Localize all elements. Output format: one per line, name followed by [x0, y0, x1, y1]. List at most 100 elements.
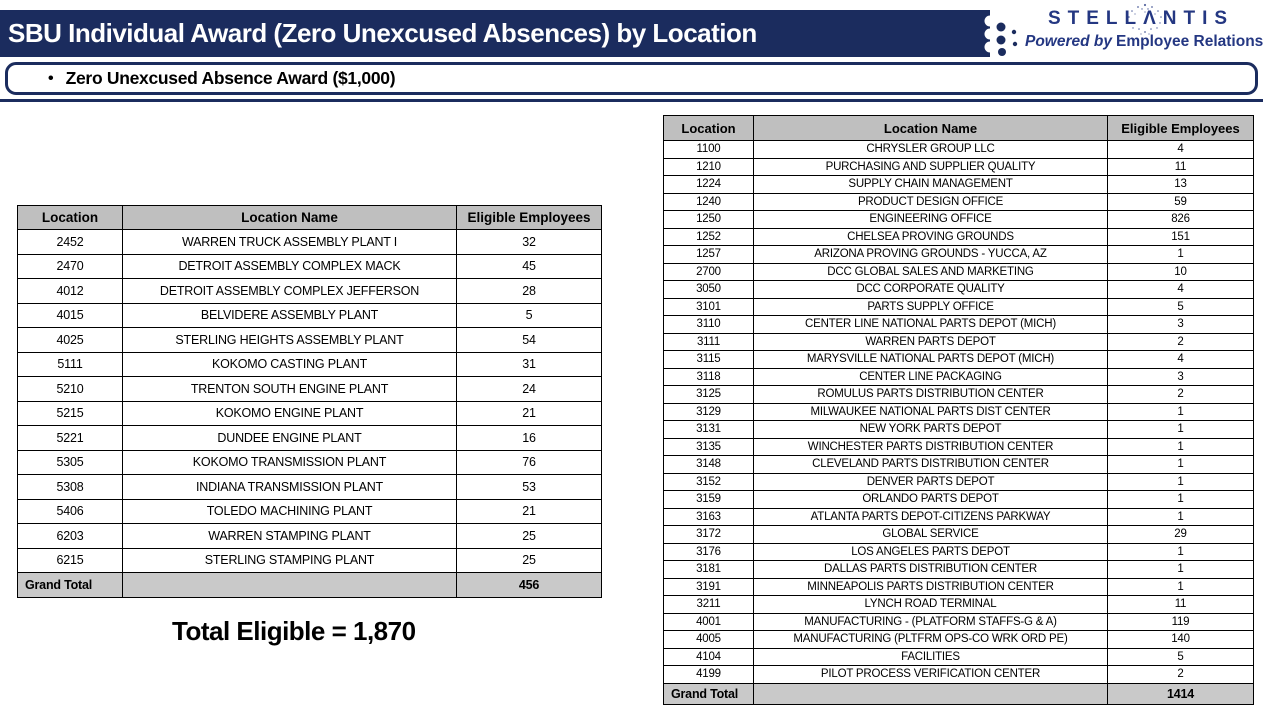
stellantis-logo: STELLΛNTIS Powered by Employee Relations — [1025, 3, 1263, 51]
location-cell: 3115 — [663, 350, 754, 369]
location-cell: 4001 — [663, 612, 754, 631]
eligible-count-cell: 1 — [1107, 560, 1254, 579]
eligible-count-cell: 2 — [1107, 332, 1254, 351]
location-name-cell: BELVIDERE ASSEMBLY PLANT — [122, 302, 457, 328]
grand-total-label: Grand Total — [663, 682, 754, 705]
table-row: 3110 CENTER LINE NATIONAL PARTS DEPOT (MI… — [663, 315, 1254, 334]
table-row: 3050 DCC CORPORATE QUALITY 4 — [663, 280, 1254, 299]
table-row: 6203 WARREN STAMPING PLANT 25 — [17, 523, 602, 549]
award-callout-box: • Zero Unexcused Absence Award ($1,000) — [5, 62, 1258, 95]
table-row: 3115 MARYSVILLE NATIONAL PARTS DEPOT (MIC… — [663, 350, 1254, 369]
header-divider-line — [0, 99, 1263, 102]
table-row: 3211 LYNCH ROAD TERMINAL 11 — [663, 595, 1254, 614]
table-row: 1224 SUPPLY CHAIN MANAGEMENT 13 — [663, 175, 1254, 194]
logo-dot-halo-icon — [1128, 3, 1162, 35]
location-cell: 4015 — [17, 302, 123, 328]
location-name-cell: LOS ANGELES PARTS DEPOT — [753, 542, 1108, 561]
eligible-count-cell: 32 — [456, 229, 602, 255]
eligible-count-cell: 25 — [456, 547, 602, 573]
location-name-cell: STERLING STAMPING PLANT — [122, 547, 457, 573]
table-row: 1252 CHELSEA PROVING GROUNDS 151 — [663, 227, 1254, 246]
location-name-cell: CHRYSLER GROUP LLC — [753, 140, 1108, 159]
location-cell: 4005 — [663, 630, 754, 649]
location-cell: 3152 — [663, 472, 754, 491]
eligible-count-cell: 24 — [456, 376, 602, 402]
location-cell: 2700 — [663, 262, 754, 281]
table-row: 5111 KOKOMO CASTING PLANT 31 — [17, 351, 602, 377]
table-row: 3101 PARTS SUPPLY OFFICE 5 — [663, 297, 1254, 316]
location-cell: 3131 — [663, 420, 754, 439]
table-row: 4104 FACILITIES 5 — [663, 647, 1254, 666]
location-cell: 3111 — [663, 332, 754, 351]
eligible-count-cell: 5 — [1107, 647, 1254, 666]
table-row: 3176 LOS ANGELES PARTS DEPOT 1 — [663, 542, 1254, 561]
table-row: 3181 DALLAS PARTS DISTRIBUTION CENTER 1 — [663, 560, 1254, 579]
halftone-dots-decoration — [984, 15, 1018, 56]
eligible-count-cell: 21 — [456, 498, 602, 524]
table-row: 1100 CHRYSLER GROUP LLC 4 — [663, 140, 1254, 159]
location-name-cell: DCC GLOBAL SALES AND MARKETING — [753, 262, 1108, 281]
location-name-cell: MINNEAPOLIS PARTS DISTRIBUTION CENTER — [753, 577, 1108, 596]
table-row: 3118 CENTER LINE PACKAGING 3 — [663, 367, 1254, 386]
location-name-cell: LYNCH ROAD TERMINAL — [753, 595, 1108, 614]
location-cell: 3176 — [663, 542, 754, 561]
eligible-count-cell: 1 — [1107, 472, 1254, 491]
location-name-cell: MANUFACTURING (PLTFRM OPS-CO WRK ORD PE) — [753, 630, 1108, 649]
table-row: 3125 ROMULUS PARTS DISTRIBUTION CENTER 2 — [663, 385, 1254, 404]
grand-total-label: Grand Total — [17, 572, 123, 598]
table-row: 3111 WARREN PARTS DEPOT 2 — [663, 332, 1254, 351]
location-name-cell: WINCHESTER PARTS DISTRIBUTION CENTER — [753, 437, 1108, 456]
location-cell: 3211 — [663, 595, 754, 614]
table-row: 5305 KOKOMO TRANSMISSION PLANT 76 — [17, 449, 602, 475]
eligible-count-cell: 1 — [1107, 577, 1254, 596]
location-name-cell: MILWAUKEE NATIONAL PARTS DIST CENTER — [753, 402, 1108, 421]
eligible-count-cell: 11 — [1107, 595, 1254, 614]
location-name-cell: ATLANTA PARTS DEPOT-CITIZENS PARKWAY — [753, 507, 1108, 526]
eligible-count-cell: 13 — [1107, 175, 1254, 194]
table-row: 3172 GLOBAL SERVICE 29 — [663, 525, 1254, 544]
eligible-count-cell: 1 — [1107, 402, 1254, 421]
location-name-cell: CENTER LINE PACKAGING — [753, 367, 1108, 386]
location-name-cell: ARIZONA PROVING GROUNDS - YUCCA, AZ — [753, 245, 1108, 264]
table-header-row: Location Location Name Eligible Employee… — [17, 205, 602, 230]
location-cell: 1100 — [663, 140, 754, 159]
location-cell: 3181 — [663, 560, 754, 579]
table-row: 3152 DENVER PARTS DEPOT 1 — [663, 472, 1254, 491]
location-cell: 1250 — [663, 210, 754, 229]
eligible-count-cell: 31 — [456, 351, 602, 377]
eligible-count-cell: 28 — [456, 278, 602, 304]
eligible-count-cell: 25 — [456, 523, 602, 549]
location-name-cell: WARREN TRUCK ASSEMBLY PLANT I — [122, 229, 457, 255]
bullet-icon: • — [48, 69, 54, 87]
eligible-count-cell: 16 — [456, 425, 602, 451]
location-cell: 5111 — [17, 351, 123, 377]
location-name-cell: KOKOMO CASTING PLANT — [122, 351, 457, 377]
table-row: 4001 MANUFACTURING - (PLATFORM STAFFS-G &… — [663, 612, 1254, 631]
eligible-count-cell: 1 — [1107, 507, 1254, 526]
location-cell: 4012 — [17, 278, 123, 304]
location-cell: 5308 — [17, 474, 123, 500]
location-cell: 3135 — [663, 437, 754, 456]
location-name-cell: GLOBAL SERVICE — [753, 525, 1108, 544]
tagline-employee-relations: Employee Relations — [1116, 33, 1263, 50]
location-name-cell: ORLANDO PARTS DEPOT — [753, 490, 1108, 509]
table-row: 5215 KOKOMO ENGINE PLANT 21 — [17, 400, 602, 426]
grand-total-spacer — [753, 682, 1108, 705]
location-name-cell: WARREN STAMPING PLANT — [122, 523, 457, 549]
table-row: 4199 PILOT PROCESS VERIFICATION CENTER 2 — [663, 665, 1254, 684]
location-name-cell: DENVER PARTS DEPOT — [753, 472, 1108, 491]
table-row: 1250 ENGINEERING OFFICE 826 — [663, 210, 1254, 229]
table-row: 2452 WARREN TRUCK ASSEMBLY PLANT I 32 — [17, 229, 602, 255]
location-name-cell: TRENTON SOUTH ENGINE PLANT — [122, 376, 457, 402]
eligible-count-cell: 3 — [1107, 315, 1254, 334]
location-cell: 1257 — [663, 245, 754, 264]
location-cell: 5215 — [17, 400, 123, 426]
location-name-cell: DALLAS PARTS DISTRIBUTION CENTER — [753, 560, 1108, 579]
eligible-count-cell: 4 — [1107, 140, 1254, 159]
location-name-cell: ENGINEERING OFFICE — [753, 210, 1108, 229]
eligible-count-cell: 2 — [1107, 665, 1254, 684]
eligible-count-cell: 1 — [1107, 455, 1254, 474]
eligible-count-cell: 4 — [1107, 280, 1254, 299]
table-row: 3135 WINCHESTER PARTS DISTRIBUTION CENTER… — [663, 437, 1254, 456]
